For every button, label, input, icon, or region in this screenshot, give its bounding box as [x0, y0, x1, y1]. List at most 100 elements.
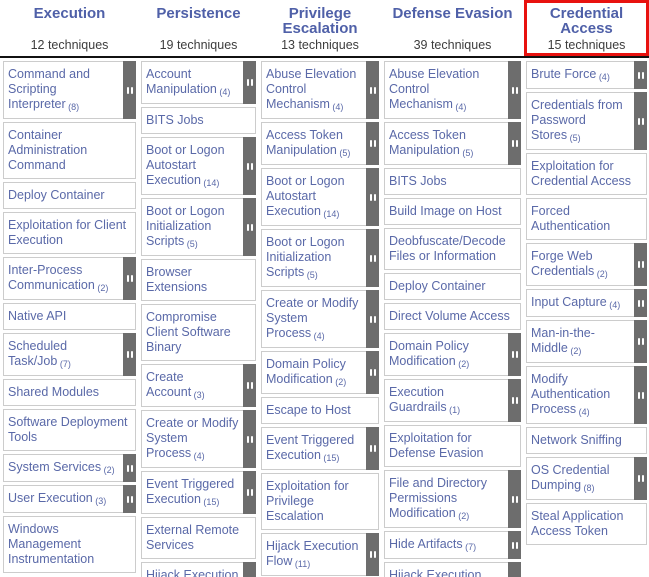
technique-cell[interactable]: BITS Jobs — [384, 168, 521, 195]
column-header-execution[interactable]: Execution 12 techniques — [3, 2, 136, 54]
technique-name: Escape to Host — [266, 403, 351, 417]
technique-cell[interactable]: BITS Jobs — [141, 107, 256, 134]
expand-subtechniques-control[interactable] — [634, 92, 647, 150]
column-header-persistence[interactable]: Persistence 19 techniques — [141, 2, 256, 54]
technique-cell[interactable]: Deobfuscate/Decode Files or Information — [384, 228, 521, 270]
technique-cell[interactable]: Forced Authentication — [526, 198, 647, 240]
expand-subtechniques-control[interactable] — [243, 471, 256, 514]
technique-cell[interactable]: Escape to Host — [261, 397, 379, 424]
technique-cell[interactable]: Exploitation for Privilege Escalation — [261, 473, 379, 530]
technique-cell[interactable]: Network Sniffing — [526, 427, 647, 454]
technique-cell[interactable]: Shared Modules — [3, 379, 136, 406]
technique-cell[interactable]: Abuse Elevation Control Mechanism (4) — [384, 61, 521, 119]
technique-cell[interactable]: Hijack Execution Flow (11) — [261, 533, 379, 576]
expand-subtechniques-control[interactable] — [243, 198, 256, 256]
technique-cell[interactable]: Create or Modify System Process (4) — [141, 410, 256, 468]
technique-cell[interactable]: Scheduled Task/Job (7) — [3, 333, 136, 376]
expand-subtechniques-control[interactable] — [243, 137, 256, 195]
technique-cell[interactable]: Exploitation for Credential Access — [526, 153, 647, 195]
technique-cell[interactable]: Boot or Logon Autostart Execution (14) — [141, 137, 256, 195]
column-header-privilege-escalation[interactable]: Privilege Escalation 13 techniques — [261, 2, 379, 54]
expand-subtechniques-control[interactable] — [366, 61, 379, 119]
technique-cell[interactable]: Modify Authentication Process (4) — [526, 366, 647, 424]
expand-subtechniques-control[interactable] — [123, 333, 136, 376]
expand-subtechniques-control[interactable] — [366, 351, 379, 394]
expand-subtechniques-control[interactable] — [123, 257, 136, 300]
technique-name: Forced Authentication — [531, 204, 611, 233]
expand-subtechniques-control[interactable] — [366, 427, 379, 470]
technique-cell[interactable]: Create or Modify System Process (4) — [261, 290, 379, 348]
technique-cell[interactable]: Event Triggered Execution (15) — [141, 471, 256, 514]
expand-subtechniques-control[interactable] — [243, 364, 256, 407]
column-title: Defense Evasion — [392, 5, 513, 22]
technique-cell[interactable]: Input Capture (4) — [526, 289, 647, 317]
technique-cell[interactable]: Hide Artifacts (7) — [384, 531, 521, 559]
expand-subtechniques-control[interactable] — [634, 61, 647, 89]
technique-cell[interactable]: Access Token Manipulation (5) — [384, 122, 521, 165]
technique-cell[interactable]: Domain Policy Modification (2) — [384, 333, 521, 376]
technique-cell[interactable]: Execution Guardrails (1) — [384, 379, 521, 422]
technique-cell[interactable]: Exploitation for Client Execution — [3, 212, 136, 254]
technique-cell[interactable]: Credentials from Password Stores (5) — [526, 92, 647, 150]
technique-cell[interactable]: Create Account (3) — [141, 364, 256, 407]
technique-cell[interactable]: Brute Force (4) — [526, 61, 647, 89]
technique-cell[interactable]: Forge Web Credentials (2) — [526, 243, 647, 286]
expand-subtechniques-control[interactable] — [366, 229, 379, 287]
expand-subtechniques-control[interactable] — [634, 243, 647, 286]
expand-subtechniques-control[interactable] — [508, 379, 521, 422]
expand-subtechniques-control[interactable] — [366, 290, 379, 348]
technique-cell[interactable]: Build Image on Host — [384, 198, 521, 225]
expand-subtechniques-control[interactable] — [123, 61, 136, 119]
expand-subtechniques-control[interactable] — [508, 562, 521, 577]
technique-cell[interactable]: Domain Policy Modification (2) — [261, 351, 379, 394]
expand-subtechniques-control[interactable] — [508, 470, 521, 528]
technique-cell[interactable]: Windows Management Instrumentation — [3, 516, 136, 573]
technique-cell[interactable]: User Execution (3) — [3, 485, 136, 513]
technique-cell[interactable]: Compromise Client Software Binary — [141, 304, 256, 361]
technique-cell[interactable]: Direct Volume Access — [384, 303, 521, 330]
technique-cell[interactable]: Inter-Process Communication (2) — [3, 257, 136, 300]
technique-cell[interactable]: External Remote Services — [141, 517, 256, 559]
technique-cell[interactable]: Hijack Execution Flow (11) — [384, 562, 521, 577]
column-header-credential-access[interactable]: Credential Access 15 techniques — [524, 0, 649, 56]
technique-cell[interactable]: System Services (2) — [3, 454, 136, 482]
technique-cell[interactable]: Container Administration Command — [3, 122, 136, 179]
expand-subtechniques-control[interactable] — [508, 122, 521, 165]
expand-subtechniques-control[interactable] — [634, 457, 647, 500]
technique-cell[interactable]: Boot or Logon Autostart Execution (14) — [261, 168, 379, 226]
subtechniques-icon — [369, 140, 376, 147]
technique-cell[interactable]: Browser Extensions — [141, 259, 256, 301]
expand-subtechniques-control[interactable] — [123, 485, 136, 513]
expand-subtechniques-control[interactable] — [508, 333, 521, 376]
expand-subtechniques-control[interactable] — [634, 320, 647, 363]
technique-cell[interactable]: Event Triggered Execution (15) — [261, 427, 379, 470]
expand-subtechniques-control[interactable] — [123, 454, 136, 482]
expand-subtechniques-control[interactable] — [508, 61, 521, 119]
technique-cell[interactable]: Exploitation for Defense Evasion — [384, 425, 521, 467]
technique-cell[interactable]: OS Credential Dumping (8) — [526, 457, 647, 500]
technique-cell[interactable]: Access Token Manipulation (5) — [261, 122, 379, 165]
expand-subtechniques-control[interactable] — [243, 562, 256, 577]
technique-cell[interactable]: Software Deployment Tools — [3, 409, 136, 451]
expand-subtechniques-control[interactable] — [634, 289, 647, 317]
technique-cell[interactable]: Deploy Container — [384, 273, 521, 300]
expand-subtechniques-control[interactable] — [366, 168, 379, 226]
technique-cell[interactable]: Abuse Elevation Control Mechanism (4) — [261, 61, 379, 119]
technique-cell[interactable]: Steal Application Access Token — [526, 503, 647, 545]
technique-cell[interactable]: Man-in-the-Middle (2) — [526, 320, 647, 363]
expand-subtechniques-control[interactable] — [634, 366, 647, 424]
expand-subtechniques-control[interactable] — [508, 531, 521, 559]
technique-cell[interactable]: Command and Scripting Interpreter (8) — [3, 61, 136, 119]
expand-subtechniques-control[interactable] — [366, 533, 379, 576]
technique-cell[interactable]: Account Manipulation (4) — [141, 61, 256, 104]
expand-subtechniques-control[interactable] — [243, 61, 256, 104]
technique-cell[interactable]: Hijack Execution Flow (11) — [141, 562, 256, 577]
technique-cell[interactable]: Deploy Container — [3, 182, 136, 209]
technique-cell[interactable]: File and Directory Permissions Modificat… — [384, 470, 521, 528]
technique-cell[interactable]: Boot or Logon Initialization Scripts (5) — [141, 198, 256, 256]
technique-cell[interactable]: Boot or Logon Initialization Scripts (5) — [261, 229, 379, 287]
technique-cell[interactable]: Native API — [3, 303, 136, 330]
expand-subtechniques-control[interactable] — [243, 410, 256, 468]
expand-subtechniques-control[interactable] — [366, 122, 379, 165]
column-header-defense-evasion[interactable]: Defense Evasion 39 techniques — [384, 2, 521, 54]
